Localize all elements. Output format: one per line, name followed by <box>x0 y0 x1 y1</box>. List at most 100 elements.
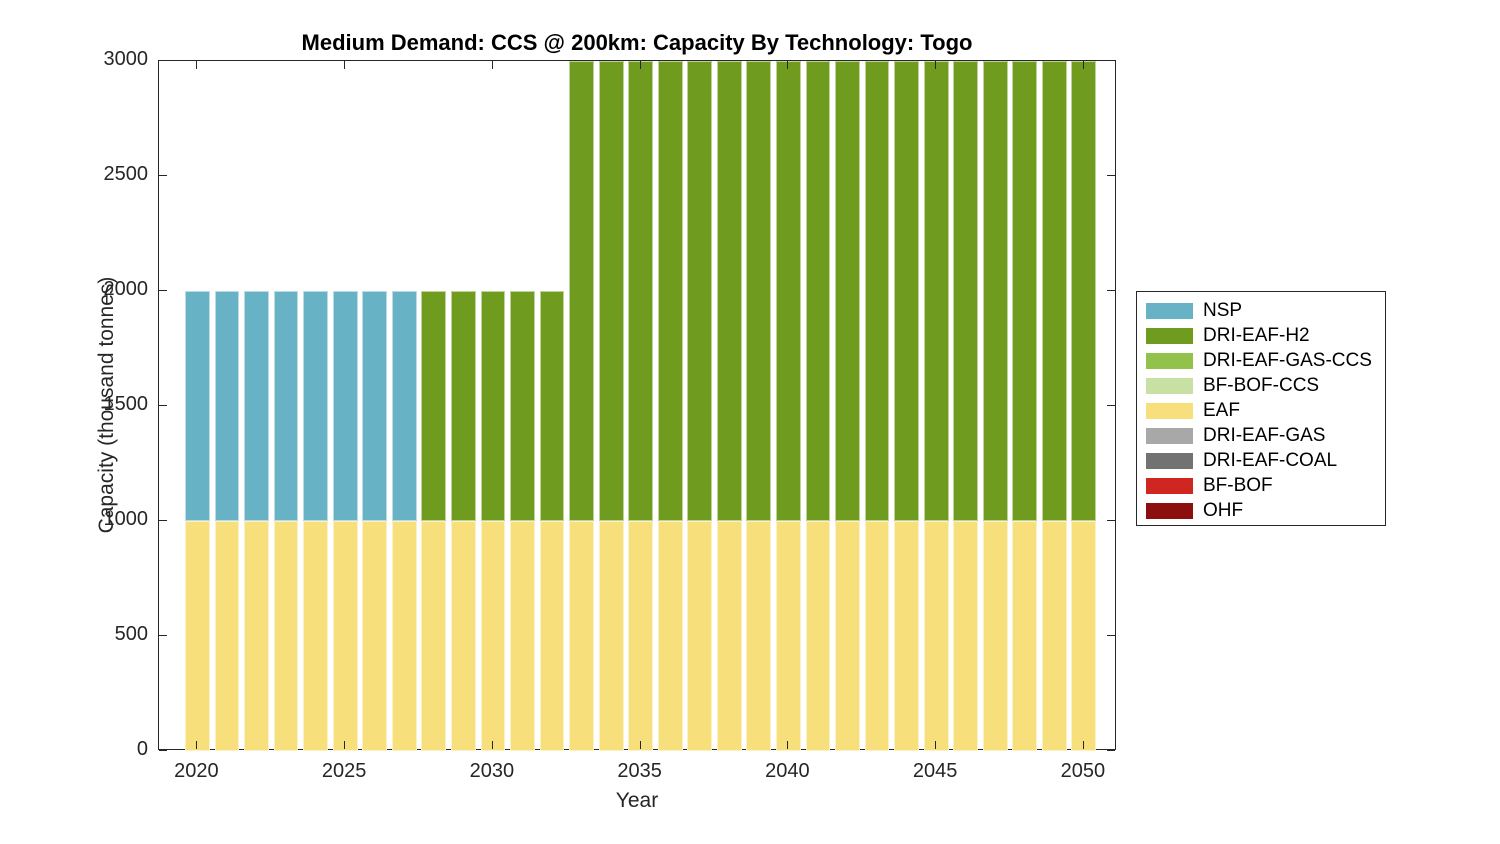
bar-segment-nsp-2024 <box>303 291 328 521</box>
bar-segment-eaf-2034 <box>598 521 624 751</box>
x-tick-bottom-2045 <box>935 741 937 749</box>
y-tick-label-0: 0 <box>136 738 148 760</box>
legend-label-bf-bof: BF-BOF <box>1203 474 1273 496</box>
legend-label-eaf: EAF <box>1203 399 1240 421</box>
legend-item-dri-eaf-gas-ccs: DRI-EAF-GAS-CCS <box>1137 348 1385 373</box>
legend-swatch-dri-eaf-gas <box>1146 427 1193 444</box>
y-tick-label-1500: 1500 <box>103 393 149 415</box>
bar-segment-eaf-2043 <box>864 521 890 751</box>
x-tick-bottom-2030 <box>491 741 493 749</box>
bar-segment-nsp-2022 <box>244 291 269 521</box>
bar-segment-eaf-2023 <box>273 521 299 751</box>
legend-label-dri-eaf-gas: DRI-EAF-GAS <box>1203 424 1326 446</box>
bar-segment-dri-eaf-h2-2047 <box>982 61 1008 521</box>
legend-swatch-bf-bof-ccs <box>1146 377 1193 394</box>
y-tick-left-0 <box>159 750 167 751</box>
bar-segment-eaf-2032 <box>539 521 565 751</box>
x-tick-label-2030: 2030 <box>469 760 515 782</box>
bar-segment-dri-eaf-h2-2048 <box>1012 61 1038 521</box>
bar-segment-eaf-2040 <box>775 521 801 751</box>
bar-segment-eaf-2041 <box>805 521 831 751</box>
y-tick-right-1000 <box>1107 520 1115 521</box>
bar-segment-eaf-2048 <box>1012 521 1038 751</box>
bar-segment-eaf-2050 <box>1071 521 1097 751</box>
y-tick-label-500: 500 <box>114 623 148 645</box>
bar-segment-eaf-2037 <box>687 521 713 751</box>
y-tick-right-0 <box>1107 750 1115 751</box>
bar-segment-eaf-2035 <box>628 521 654 751</box>
y-tick-label-2000: 2000 <box>103 278 149 300</box>
bar-segment-dri-eaf-h2-2042 <box>835 61 860 521</box>
y-tick-right-1500 <box>1107 405 1115 406</box>
bar-segment-dri-eaf-h2-2039 <box>746 61 772 521</box>
legend-item-bf-bof-ccs: BF-BOF-CCS <box>1137 373 1385 398</box>
bar-segment-eaf-2045 <box>923 521 949 751</box>
bar-segment-dri-eaf-h2-2049 <box>1041 61 1067 521</box>
legend-label-dri-eaf-gas-ccs: DRI-EAF-GAS-CCS <box>1203 349 1372 371</box>
x-tick-bottom-2050 <box>1082 741 1084 749</box>
bar-segment-eaf-2033 <box>569 521 594 751</box>
bar-segment-eaf-2022 <box>244 521 269 751</box>
x-tick-label-2040: 2040 <box>765 760 810 782</box>
y-tick-left-2500 <box>159 175 167 176</box>
y-tick-right-2000 <box>1107 290 1115 291</box>
x-tick-label-2025: 2025 <box>321 760 367 782</box>
bar-segment-eaf-2021 <box>214 521 240 751</box>
legend-swatch-ohf <box>1146 502 1193 519</box>
legend-label-bf-bof-ccs: BF-BOF-CCS <box>1203 374 1320 396</box>
bar-segment-eaf-2046 <box>953 521 979 751</box>
x-tick-label-2045: 2045 <box>912 760 958 782</box>
x-tick-top-2040 <box>787 61 789 69</box>
bar-segment-nsp-2023 <box>273 291 299 521</box>
legend-item-nsp: NSP <box>1137 298 1385 323</box>
legend: NSP DRI-EAF-H2 DRI-EAF-GAS-CCS BF-BOF-CCS EA… <box>1136 291 1386 526</box>
bar-segment-eaf-2036 <box>657 521 683 751</box>
bar-segment-eaf-2030 <box>480 521 506 751</box>
y-tick-right-500 <box>1107 635 1115 636</box>
bar-segment-eaf-2025 <box>332 521 358 751</box>
bar-segment-eaf-2029 <box>450 521 476 751</box>
legend-swatch-dri-eaf-coal <box>1146 452 1193 469</box>
x-tick-label-2035: 2035 <box>617 760 662 782</box>
legend-swatch-eaf <box>1146 402 1193 419</box>
x-tick-bottom-2020 <box>196 741 198 749</box>
bar-segment-dri-eaf-h2-2032 <box>539 291 565 521</box>
legend-item-eaf: EAF <box>1137 398 1385 423</box>
legend-label-dri-eaf-h2: DRI-EAF-H2 <box>1203 324 1310 346</box>
legend-swatch-dri-eaf-h2 <box>1146 327 1193 344</box>
legend-swatch-bf-bof <box>1146 477 1193 494</box>
bar-segment-eaf-2024 <box>303 521 328 751</box>
legend-item-dri-eaf-gas: DRI-EAF-GAS <box>1137 423 1385 448</box>
bar-segment-dri-eaf-h2-2028 <box>421 291 447 521</box>
bar-segment-dri-eaf-h2-2034 <box>598 61 624 521</box>
legend-label-ohf: OHF <box>1203 499 1244 521</box>
y-tick-label-1000: 1000 <box>103 508 149 530</box>
x-tick-top-2030 <box>491 61 493 69</box>
bar-segment-eaf-2028 <box>421 521 447 751</box>
legend-item-ohf: OHF <box>1137 498 1385 523</box>
bar-segment-eaf-2049 <box>1041 521 1067 751</box>
plot-area <box>158 60 1116 751</box>
x-tick-top-2035 <box>639 61 641 69</box>
bar-segment-eaf-2039 <box>746 521 772 751</box>
bar-segment-dri-eaf-h2-2050 <box>1071 61 1097 521</box>
bar-segment-eaf-2031 <box>510 521 535 751</box>
bar-segment-dri-eaf-h2-2037 <box>687 61 713 521</box>
y-tick-label-3000: 3000 <box>103 48 149 70</box>
bar-segment-eaf-2038 <box>716 521 742 751</box>
y-tick-left-500 <box>159 635 167 636</box>
bar-segment-eaf-2020 <box>185 521 210 751</box>
bar-segment-dri-eaf-h2-2031 <box>510 291 535 521</box>
legend-item-dri-eaf-coal: DRI-EAF-COAL <box>1137 448 1385 473</box>
legend-label-dri-eaf-coal: DRI-EAF-COAL <box>1203 449 1338 471</box>
bar-segment-nsp-2021 <box>214 291 240 521</box>
bar-segment-dri-eaf-h2-2045 <box>923 61 949 521</box>
bar-segment-nsp-2020 <box>185 291 210 521</box>
y-tick-label-2500: 2500 <box>103 163 149 185</box>
x-tick-top-2020 <box>196 61 198 69</box>
x-tick-label-2020: 2020 <box>174 760 219 782</box>
x-tick-bottom-2025 <box>344 741 346 749</box>
x-tick-top-2045 <box>935 61 937 69</box>
legend-item-bf-bof: BF-BOF <box>1137 473 1385 498</box>
